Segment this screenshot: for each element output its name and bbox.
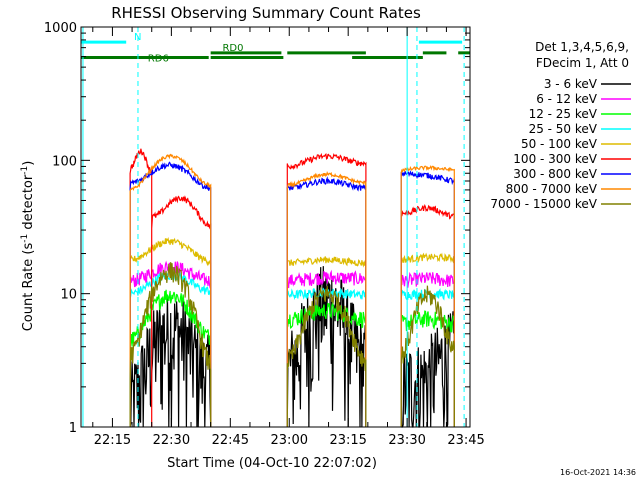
y-tick-label-0: 1: [69, 421, 77, 436]
series-trace-7: [129, 153, 455, 427]
legend-label-8: 7000 - 15000 keV: [490, 197, 597, 211]
y-tick-label-3: 1000: [44, 21, 77, 36]
markers-layer: [82, 27, 465, 427]
x-tick-label-4: 23:15: [329, 433, 366, 448]
y-axis-label-end: ): [21, 161, 36, 166]
series-7: [129, 153, 455, 427]
x-tick-label-1: 22:30: [153, 433, 190, 448]
y-axis-label: Count Rate (s-1 detector-1): [20, 161, 36, 332]
x-tick-label-0: 22:15: [94, 433, 131, 448]
legend-label-4: 50 - 100 keV: [521, 137, 598, 151]
legend-entry-8: 7000 - 15000 keV: [490, 197, 631, 211]
legend-header-line-1: Det 1,3,4,5,6,9,: [535, 40, 629, 54]
legend-label-6: 300 - 800 keV: [513, 167, 597, 181]
x-tick-label-5: 23:30: [388, 433, 425, 448]
series-0: [129, 266, 455, 428]
flags-layer: NRD0RD6: [81, 32, 470, 65]
y-tick-label-2: 100: [52, 154, 77, 169]
series-8: [129, 262, 455, 427]
series-trace-5: [129, 148, 455, 427]
flag-label-rd0: RD0: [222, 43, 243, 54]
legend-label-7: 800 - 7000 keV: [506, 182, 598, 196]
x-tick-label-3: 23:00: [271, 433, 308, 448]
x-tick-label-2: 22:45: [212, 433, 249, 448]
legend-entry-7: 800 - 7000 keV: [506, 182, 631, 196]
legend-label-1: 6 - 12 keV: [536, 92, 598, 106]
legend-entry-1: 6 - 12 keV: [536, 92, 631, 106]
generated-timestamp: 16-Oct-2021 14:36: [560, 468, 636, 477]
series-5: [129, 148, 455, 427]
x-axis-label: Start Time (04-Oct-10 22:07:02): [167, 456, 377, 471]
legend-label-0: 3 - 6 keV: [544, 77, 598, 91]
series-4: [129, 237, 455, 427]
axes-layer: 1 10 100 1000 22:15 22:30 22:45 23:00 23:15 23:30…: [44, 21, 485, 448]
plot-frame: [80, 26, 471, 428]
plot-area: NRD0RD6 110100100022:1522:3022:4523:0023…: [44, 21, 485, 448]
series-trace-0: [129, 266, 455, 428]
legend-entry-0: 3 - 6 keV: [544, 77, 631, 91]
y-tick-label-1: 10: [60, 288, 77, 303]
x-tick-label-6: 23:45: [447, 433, 484, 448]
y-axis-label-sup2: -1: [20, 166, 30, 175]
legend-entry-4: 50 - 100 keV: [521, 137, 631, 151]
legend-label-2: 12 - 25 keV: [529, 107, 598, 121]
legend: Det 1,3,4,5,6,9, FDecim 1, Att 0 3 - 6 k…: [490, 40, 631, 211]
y-axis-label-main: Count Rate (s: [21, 243, 36, 332]
legend-entry-6: 300 - 800 keV: [513, 167, 631, 181]
flag-label-rd6: RD6: [148, 54, 169, 65]
legend-header-line-2: FDecim 1, Att 0: [536, 56, 629, 70]
series-layer: [129, 148, 455, 428]
chart-title: RHESSI Observing Summary Count Rates: [111, 4, 421, 22]
y-axis-label-mid: detector: [21, 174, 36, 234]
legend-entry-3: 25 - 50 keV: [529, 122, 631, 136]
legend-entry-5: 100 - 300 keV: [513, 152, 631, 166]
legend-entry-2: 12 - 25 keV: [529, 107, 631, 121]
series-trace-8: [129, 262, 455, 427]
series-trace-4: [129, 237, 455, 427]
legend-label-3: 25 - 50 keV: [529, 122, 598, 136]
legend-label-5: 100 - 300 keV: [513, 152, 597, 166]
y-axis-label-sup1: -1: [20, 234, 30, 243]
